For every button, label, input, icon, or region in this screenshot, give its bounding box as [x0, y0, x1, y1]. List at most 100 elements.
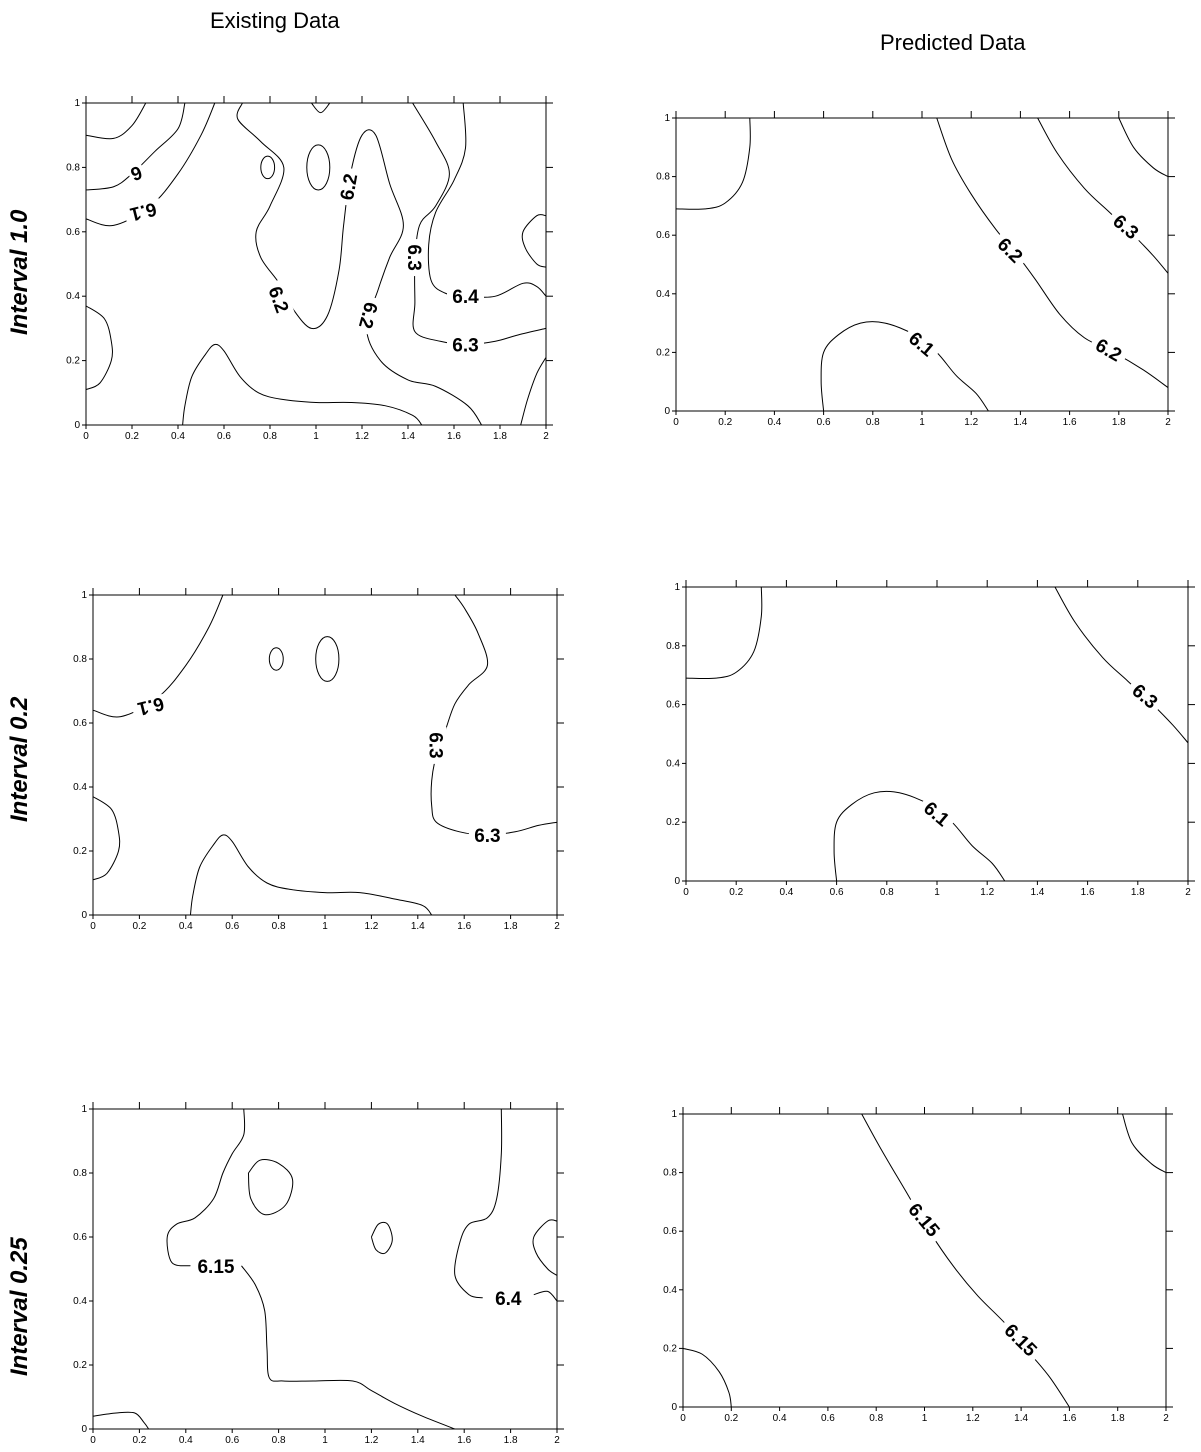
x-tick-label: 1.4 [411, 921, 425, 932]
y-tick-label: 0.6 [666, 700, 680, 711]
y-tick-label: 0.8 [656, 172, 670, 183]
x-tick-label: 0.2 [125, 431, 139, 442]
x-tick-label: 0 [673, 417, 679, 428]
y-tick-label: 0.2 [66, 356, 80, 367]
contour-label-group: 6.2 [263, 278, 295, 321]
x-tick-label: 1.2 [964, 417, 978, 428]
x-tick-label: 0.4 [179, 921, 193, 932]
y-tick-label: 0 [664, 406, 670, 417]
contour-plot-existing-interval-1: 0 0.2 0.4 0.6 0.8 1 1.2 1.4 1.6 1.8 2 0 0.2 0.4 0.6 0.8… [66, 96, 553, 442]
y-tick-label: 1 [81, 590, 87, 601]
y-tick-label: 0.6 [663, 1226, 677, 1237]
x-tick-label: 1.6 [1081, 887, 1095, 898]
y-tick-label: 0 [74, 420, 80, 431]
x-tick-label: 0.6 [225, 1435, 239, 1446]
contour-line [533, 1290, 558, 1302]
contour-line [247, 1159, 294, 1216]
x-tick-label: 2 [1165, 417, 1171, 428]
contour-label-bg [404, 239, 425, 277]
contour-line [236, 102, 483, 426]
x-tick-label: 1.2 [364, 921, 378, 932]
contour-label-bg [1124, 676, 1166, 716]
x-tick-label: 1.6 [457, 1435, 471, 1446]
contour-line [85, 305, 113, 391]
contour-label-group: 6.4 [489, 1287, 527, 1310]
x-tick-label: 0.8 [866, 417, 880, 428]
y-tick-label: 1 [81, 1104, 87, 1115]
contour-label-bg [263, 278, 295, 321]
x-tick-label: 1.6 [1063, 417, 1077, 428]
y-tick-label: 0.4 [656, 289, 670, 300]
y-tick-label: 0 [81, 1424, 87, 1435]
contour-label: 6.4 [495, 1289, 522, 1310]
x-tick-label: 0 [680, 1413, 686, 1424]
y-tick-label: 0.4 [73, 782, 87, 793]
contour-line [1054, 586, 1189, 744]
contour-label-group: 6.3 [424, 726, 447, 764]
x-tick-label: 1.4 [411, 1435, 425, 1446]
x-tick-label: 1.6 [447, 431, 461, 442]
y-tick-label: 0.6 [73, 1232, 87, 1243]
contour-label-group: 6.1 [130, 692, 172, 722]
x-tick-label: 0.2 [729, 887, 743, 898]
plot-frame [685, 586, 1189, 882]
contour-label-bg [489, 1287, 527, 1308]
y-tick-label: 0.8 [73, 654, 87, 665]
plot-frame [92, 594, 558, 916]
contour-label-group: 6.1 [123, 198, 164, 227]
x-tick-label: 1.8 [504, 1435, 518, 1446]
x-tick-label: 0.2 [724, 1413, 738, 1424]
contour-line [682, 1347, 732, 1408]
contour-label: 6.1 [135, 692, 166, 719]
x-tick-label: 1.2 [355, 431, 369, 442]
contour-label-group: 6.15 [997, 1315, 1046, 1364]
row-title-interval-1: Interval 1.0 [6, 209, 33, 335]
contour-label-bg [997, 1315, 1046, 1364]
x-tick-label: 0.2 [718, 417, 732, 428]
x-tick-label: 0.6 [817, 417, 831, 428]
x-tick-label: 0 [90, 921, 96, 932]
x-tick-label: 1 [313, 431, 319, 442]
x-tick-label: 1.6 [1062, 1413, 1076, 1424]
x-tick-label: 2 [543, 431, 549, 442]
contour-line [861, 1113, 1070, 1408]
y-tick-label: 0.4 [66, 291, 80, 302]
contour-loop [268, 647, 284, 671]
contour-label: 6.15 [197, 1257, 234, 1278]
y-tick-label: 0.2 [656, 347, 670, 358]
y-tick-label: 0.2 [663, 1343, 677, 1354]
contour-label: 6.3 [403, 244, 424, 270]
x-tick-label: 0.2 [132, 921, 146, 932]
contour-label-bg [916, 793, 958, 833]
x-tick-label: 1.4 [401, 431, 415, 442]
contour-label: 6.2 [354, 300, 381, 331]
x-tick-label: 0.6 [821, 1413, 835, 1424]
contour-line [311, 102, 331, 114]
x-tick-label: 0.8 [263, 431, 277, 442]
y-tick-label: 0.6 [73, 718, 87, 729]
contour-line [85, 102, 147, 140]
contour-label: 6.2 [337, 172, 362, 202]
contour-plot-existing-interval-0-2: 0 0.2 0.4 0.6 0.8 1 1.2 1.4 1.6 1.8 2 0 0.2 0.4 0.6 0.8… [73, 588, 564, 932]
y-tick-label: 0.4 [663, 1285, 677, 1296]
contour-line [685, 586, 763, 680]
contour-line [412, 102, 547, 346]
x-tick-label: 2 [1163, 1413, 1169, 1424]
contour-label-group: 6.4 [447, 286, 484, 308]
contour-plot-predicted-interval-0-25: 0 0.2 0.4 0.6 0.8 1 1.2 1.4 1.6 1.8 2 0 0.2 0.4 0.6 0.8… [663, 1107, 1173, 1424]
plot-frame [675, 117, 1169, 412]
contour-label-group: 6.3 [468, 825, 506, 847]
contour-label-bg [1087, 331, 1130, 368]
contour-line [370, 1221, 393, 1255]
y-tick-label: 1 [664, 113, 670, 124]
x-tick-label: 0.4 [773, 1413, 787, 1424]
column-title-predicted: Predicted Data [880, 30, 1026, 55]
contour-label-group: 6.2 [335, 166, 362, 207]
contour-line [92, 1411, 150, 1430]
contour-label-group: 6.2 [354, 295, 384, 336]
contour-line [241, 1265, 456, 1430]
contour-label-bg [901, 1194, 948, 1245]
x-tick-label: 0.4 [767, 417, 781, 428]
contour-line [532, 1219, 558, 1276]
contour-label-bg [447, 334, 484, 355]
